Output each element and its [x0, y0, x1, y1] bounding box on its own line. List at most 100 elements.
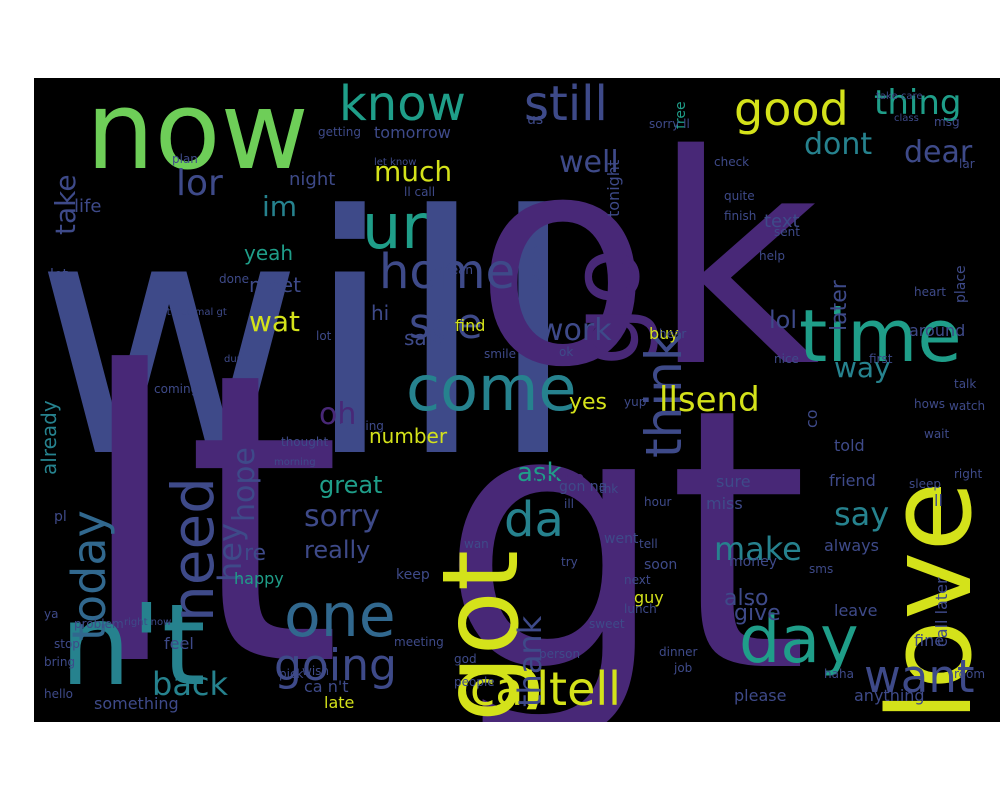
word-thing: thing: [874, 83, 962, 123]
word-finish: finish: [724, 209, 757, 223]
word-tomorrow: tomorrow: [374, 123, 451, 142]
word-gt: gt: [439, 332, 809, 722]
word-dear: dear: [904, 135, 973, 170]
word-guy: guy: [634, 588, 664, 607]
word-talk: talk: [954, 377, 977, 391]
word-sweet: sweet: [589, 617, 625, 631]
word-ok2: ok: [559, 345, 574, 359]
word-lt: lt: [74, 289, 342, 722]
word-lor: lor: [176, 163, 223, 204]
word-home: home: [379, 244, 516, 300]
word-hows: hows: [914, 397, 946, 411]
word-oh: oh: [319, 397, 357, 432]
word-ask: ask: [517, 458, 562, 488]
word-re: re: [244, 541, 267, 566]
word-see: see: [409, 299, 483, 348]
word-dinner: dinner: [659, 645, 698, 659]
word-text: text: [764, 211, 800, 232]
word-ur: ur: [362, 190, 427, 263]
word-i: i: [542, 420, 550, 453]
word-ammmm: morning: [274, 457, 316, 468]
word-know: know: [339, 78, 466, 132]
word-ll: ll: [934, 491, 943, 510]
word-find: find: [455, 316, 486, 335]
word-going: going: [274, 640, 397, 691]
word-sms: sms: [809, 562, 834, 576]
word-night: night: [289, 169, 336, 190]
word-later: later: [827, 280, 852, 332]
word-lot: lot: [316, 329, 332, 343]
word-msg: msg: [934, 115, 960, 129]
word-haha: haha: [824, 667, 854, 681]
word-said: said: [404, 326, 445, 350]
word-thought: thought: [281, 435, 329, 449]
word-yeah: yeah: [244, 241, 294, 265]
word-im: im: [262, 190, 298, 223]
word-phone: phone: [534, 468, 585, 487]
word-will: will: [34, 146, 579, 530]
word-job: job: [674, 661, 693, 675]
word-help: help: [759, 249, 785, 263]
word-went: went: [604, 531, 639, 547]
word-babe: babe: [525, 242, 550, 298]
word-late: late: [324, 693, 355, 712]
word-number: number: [369, 424, 448, 448]
word-class: class: [894, 113, 919, 124]
word-mean: mean: [439, 263, 474, 277]
word-dont: dont: [804, 127, 873, 162]
word-miss: miss: [706, 494, 743, 513]
word-anything: anything: [854, 686, 925, 705]
word-place: place: [953, 265, 969, 304]
word-lar: lar: [959, 157, 975, 171]
word-hi: hi: [371, 301, 390, 325]
word-much: much: [374, 155, 453, 188]
word-time: time: [799, 294, 962, 378]
word-want: want: [864, 650, 975, 703]
word-problem: problem: [74, 617, 124, 631]
word-calllater: call later: [932, 577, 951, 648]
word-ill: ill: [564, 497, 575, 511]
word-sleep: sleep: [909, 477, 941, 491]
word-gonna: gon na: [559, 479, 608, 495]
word-rightnow: right now: [124, 617, 172, 628]
word-wan: wan: [464, 537, 489, 551]
word-yup: yup: [624, 395, 647, 409]
word-yes: yes: [569, 390, 608, 415]
word-wish: wish: [302, 664, 330, 678]
word-ltdecimalgt: lt decimal gt: [164, 307, 227, 318]
word-ok: ok: [474, 94, 820, 431]
word-people: people: [454, 675, 495, 689]
word-meet: meet: [249, 273, 301, 297]
word-around: around: [909, 321, 966, 340]
word-room: room: [954, 667, 986, 681]
word-please: please: [734, 686, 787, 705]
word-wait: wait: [924, 427, 950, 441]
word-ilcall: ll call: [404, 185, 436, 199]
word-tell: tell: [639, 537, 658, 551]
word-hear: hear: [659, 327, 687, 341]
word-llsend: llsend: [659, 380, 760, 420]
word-buy: buy: [649, 324, 679, 343]
word-us: us: [527, 112, 544, 128]
word-well: well: [559, 145, 619, 180]
word-day: day: [739, 603, 859, 678]
word-pl: pl: [54, 509, 67, 525]
word-plan: plan: [172, 152, 198, 166]
word-always: always: [824, 536, 879, 555]
word-let: let: [50, 267, 68, 283]
word-hope: hope: [227, 447, 262, 523]
word-lunch: lunch: [624, 602, 657, 616]
word-sent: sent: [774, 225, 800, 239]
word-told: told: [834, 436, 865, 455]
word-care: take care: [876, 91, 923, 102]
word-say: say: [834, 495, 890, 533]
word-stop: stop: [54, 637, 80, 651]
word-money: money: [729, 554, 777, 570]
word-thk: thk: [599, 482, 619, 496]
word-great: great: [319, 471, 383, 499]
word-cant: ca n't: [304, 677, 349, 696]
word-fine: fine: [914, 631, 945, 650]
word-life: life: [74, 196, 102, 217]
word-happy: happy: [234, 569, 284, 588]
word-way: way: [834, 351, 891, 384]
